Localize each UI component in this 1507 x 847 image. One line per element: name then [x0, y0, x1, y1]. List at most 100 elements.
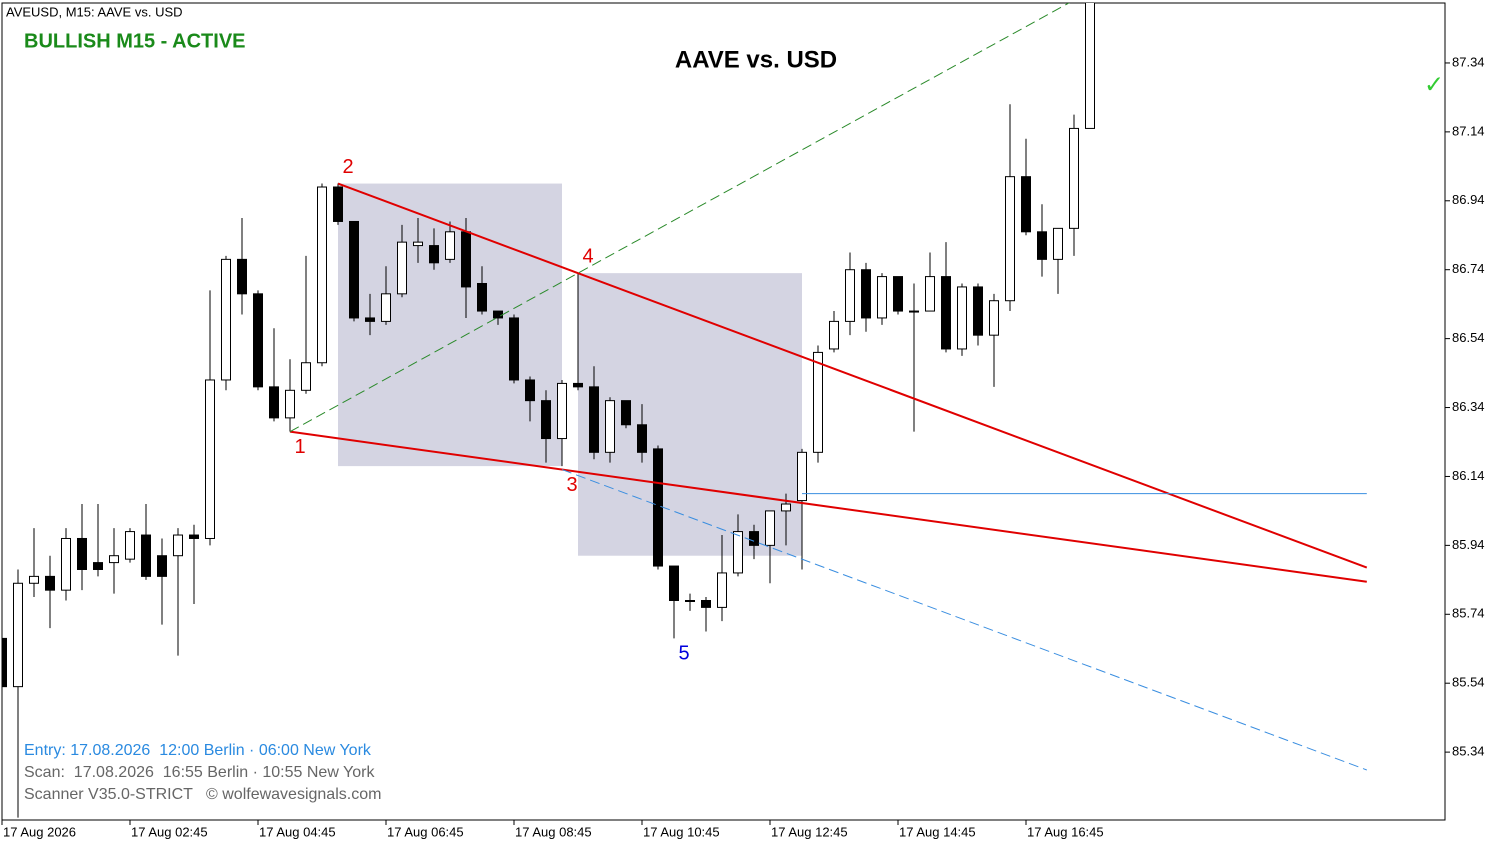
candle-body	[797, 451, 807, 502]
candle-body	[605, 400, 615, 453]
candle-body	[1005, 176, 1015, 302]
candle-body	[2, 637, 7, 688]
candle-body	[941, 276, 951, 350]
info-line: Scanner V35.0-STRICT © wolfewavesignals.…	[24, 786, 381, 803]
candle-body	[1053, 227, 1063, 260]
x-tick-label: 17 Aug 08:45	[515, 824, 592, 839]
candles	[2, 3, 1095, 818]
candle-body	[269, 386, 279, 419]
candle-body	[29, 575, 39, 584]
candle-body	[717, 572, 727, 608]
candle-body	[733, 531, 743, 574]
y-tick-label: 86.14	[1452, 468, 1485, 483]
status-icon: ✓	[1424, 71, 1444, 98]
candle-body	[701, 600, 711, 608]
candle-body	[125, 531, 135, 560]
candle-body	[957, 286, 967, 350]
candle-body	[525, 379, 535, 402]
candle-body	[493, 310, 503, 319]
candle-body	[653, 448, 663, 567]
status: BULLISH M15 - ACTIVE	[24, 30, 246, 52]
candle-body	[877, 276, 887, 319]
candle-body	[381, 293, 391, 322]
candle-body	[1085, 3, 1095, 129]
candle-body	[445, 231, 455, 260]
candle-body	[317, 186, 327, 364]
y-tick-label: 86.34	[1452, 399, 1485, 414]
x-tick-label: 17 Aug 04:45	[259, 824, 336, 839]
y-tick-label: 87.14	[1452, 123, 1485, 138]
x-tick-label: 17 Aug 06:45	[387, 824, 464, 839]
candle-body	[253, 293, 263, 388]
x-tick-label: 17 Aug 10:45	[643, 824, 720, 839]
candle-body	[669, 565, 679, 602]
header: AVEUSD, M15: AAVE vs. USD	[6, 4, 183, 19]
candle-body	[909, 310, 919, 313]
zone	[578, 273, 802, 556]
y-tick-label: 87.34	[1452, 54, 1485, 69]
candle-body	[813, 351, 823, 453]
candle-body	[1037, 231, 1047, 260]
candle-body	[365, 317, 375, 322]
y-tick-label: 85.54	[1452, 675, 1485, 690]
candle-body	[829, 320, 839, 350]
candle-body	[301, 362, 311, 391]
candle-body	[141, 534, 151, 577]
y-tick-label: 86.94	[1452, 192, 1485, 207]
point-label: 2	[342, 156, 353, 178]
candle-body	[749, 531, 759, 546]
parallel-line	[561, 469, 1367, 771]
candle-body	[477, 282, 487, 312]
candle-body	[989, 300, 999, 336]
candle-body	[621, 400, 631, 426]
info-line: Entry: 17.08.2026 12:00 Berlin · 06:00 N…	[24, 742, 372, 759]
candle-body	[845, 269, 855, 322]
candle-body	[333, 186, 343, 222]
candle-body	[285, 389, 295, 419]
y-tick-label: 86.54	[1452, 330, 1485, 345]
x-tick-label: 17 Aug 12:45	[771, 824, 848, 839]
candle-body	[573, 382, 583, 388]
candle-body	[413, 241, 423, 247]
candle-body	[61, 537, 71, 591]
candle-body	[13, 582, 23, 688]
candle-body	[45, 575, 55, 591]
candle-body	[397, 241, 407, 295]
candle-body	[93, 562, 103, 570]
candle-body	[637, 424, 647, 453]
y-tick-label: 86.74	[1452, 261, 1485, 276]
point-label: 3	[566, 474, 577, 496]
candle-body	[541, 400, 551, 440]
candle-body	[893, 276, 903, 312]
candle-body	[765, 510, 775, 546]
candle-body	[557, 382, 567, 440]
x-tick-label: 17 Aug 2026	[3, 824, 76, 839]
candle-body	[861, 269, 871, 319]
candle-body	[781, 503, 791, 512]
candle-body	[173, 534, 183, 557]
wedge-line	[289, 430, 1367, 583]
candle-body	[509, 317, 519, 381]
overlay: 1 2 3 4 5	[294, 156, 689, 665]
candle-body	[109, 555, 119, 564]
candle-body	[973, 286, 983, 336]
y-tick-label: 85.74	[1452, 606, 1485, 621]
candle-body	[221, 258, 231, 381]
point-label: 1	[294, 436, 305, 458]
candle-body	[1021, 176, 1031, 233]
candle-body	[77, 537, 87, 570]
x-tick-label: 17 Aug 02:45	[131, 824, 208, 839]
candle-body	[685, 600, 695, 603]
candle-body	[189, 534, 199, 539]
candle-body	[461, 231, 471, 288]
point-label: 4	[582, 245, 593, 267]
candle-body	[589, 386, 599, 453]
candle-body	[429, 245, 439, 264]
y-tick-label: 85.34	[1452, 744, 1485, 759]
zones	[338, 183, 802, 556]
wedge-line	[337, 182, 1368, 569]
candle-body	[205, 379, 215, 539]
point-label: 5	[678, 643, 689, 665]
